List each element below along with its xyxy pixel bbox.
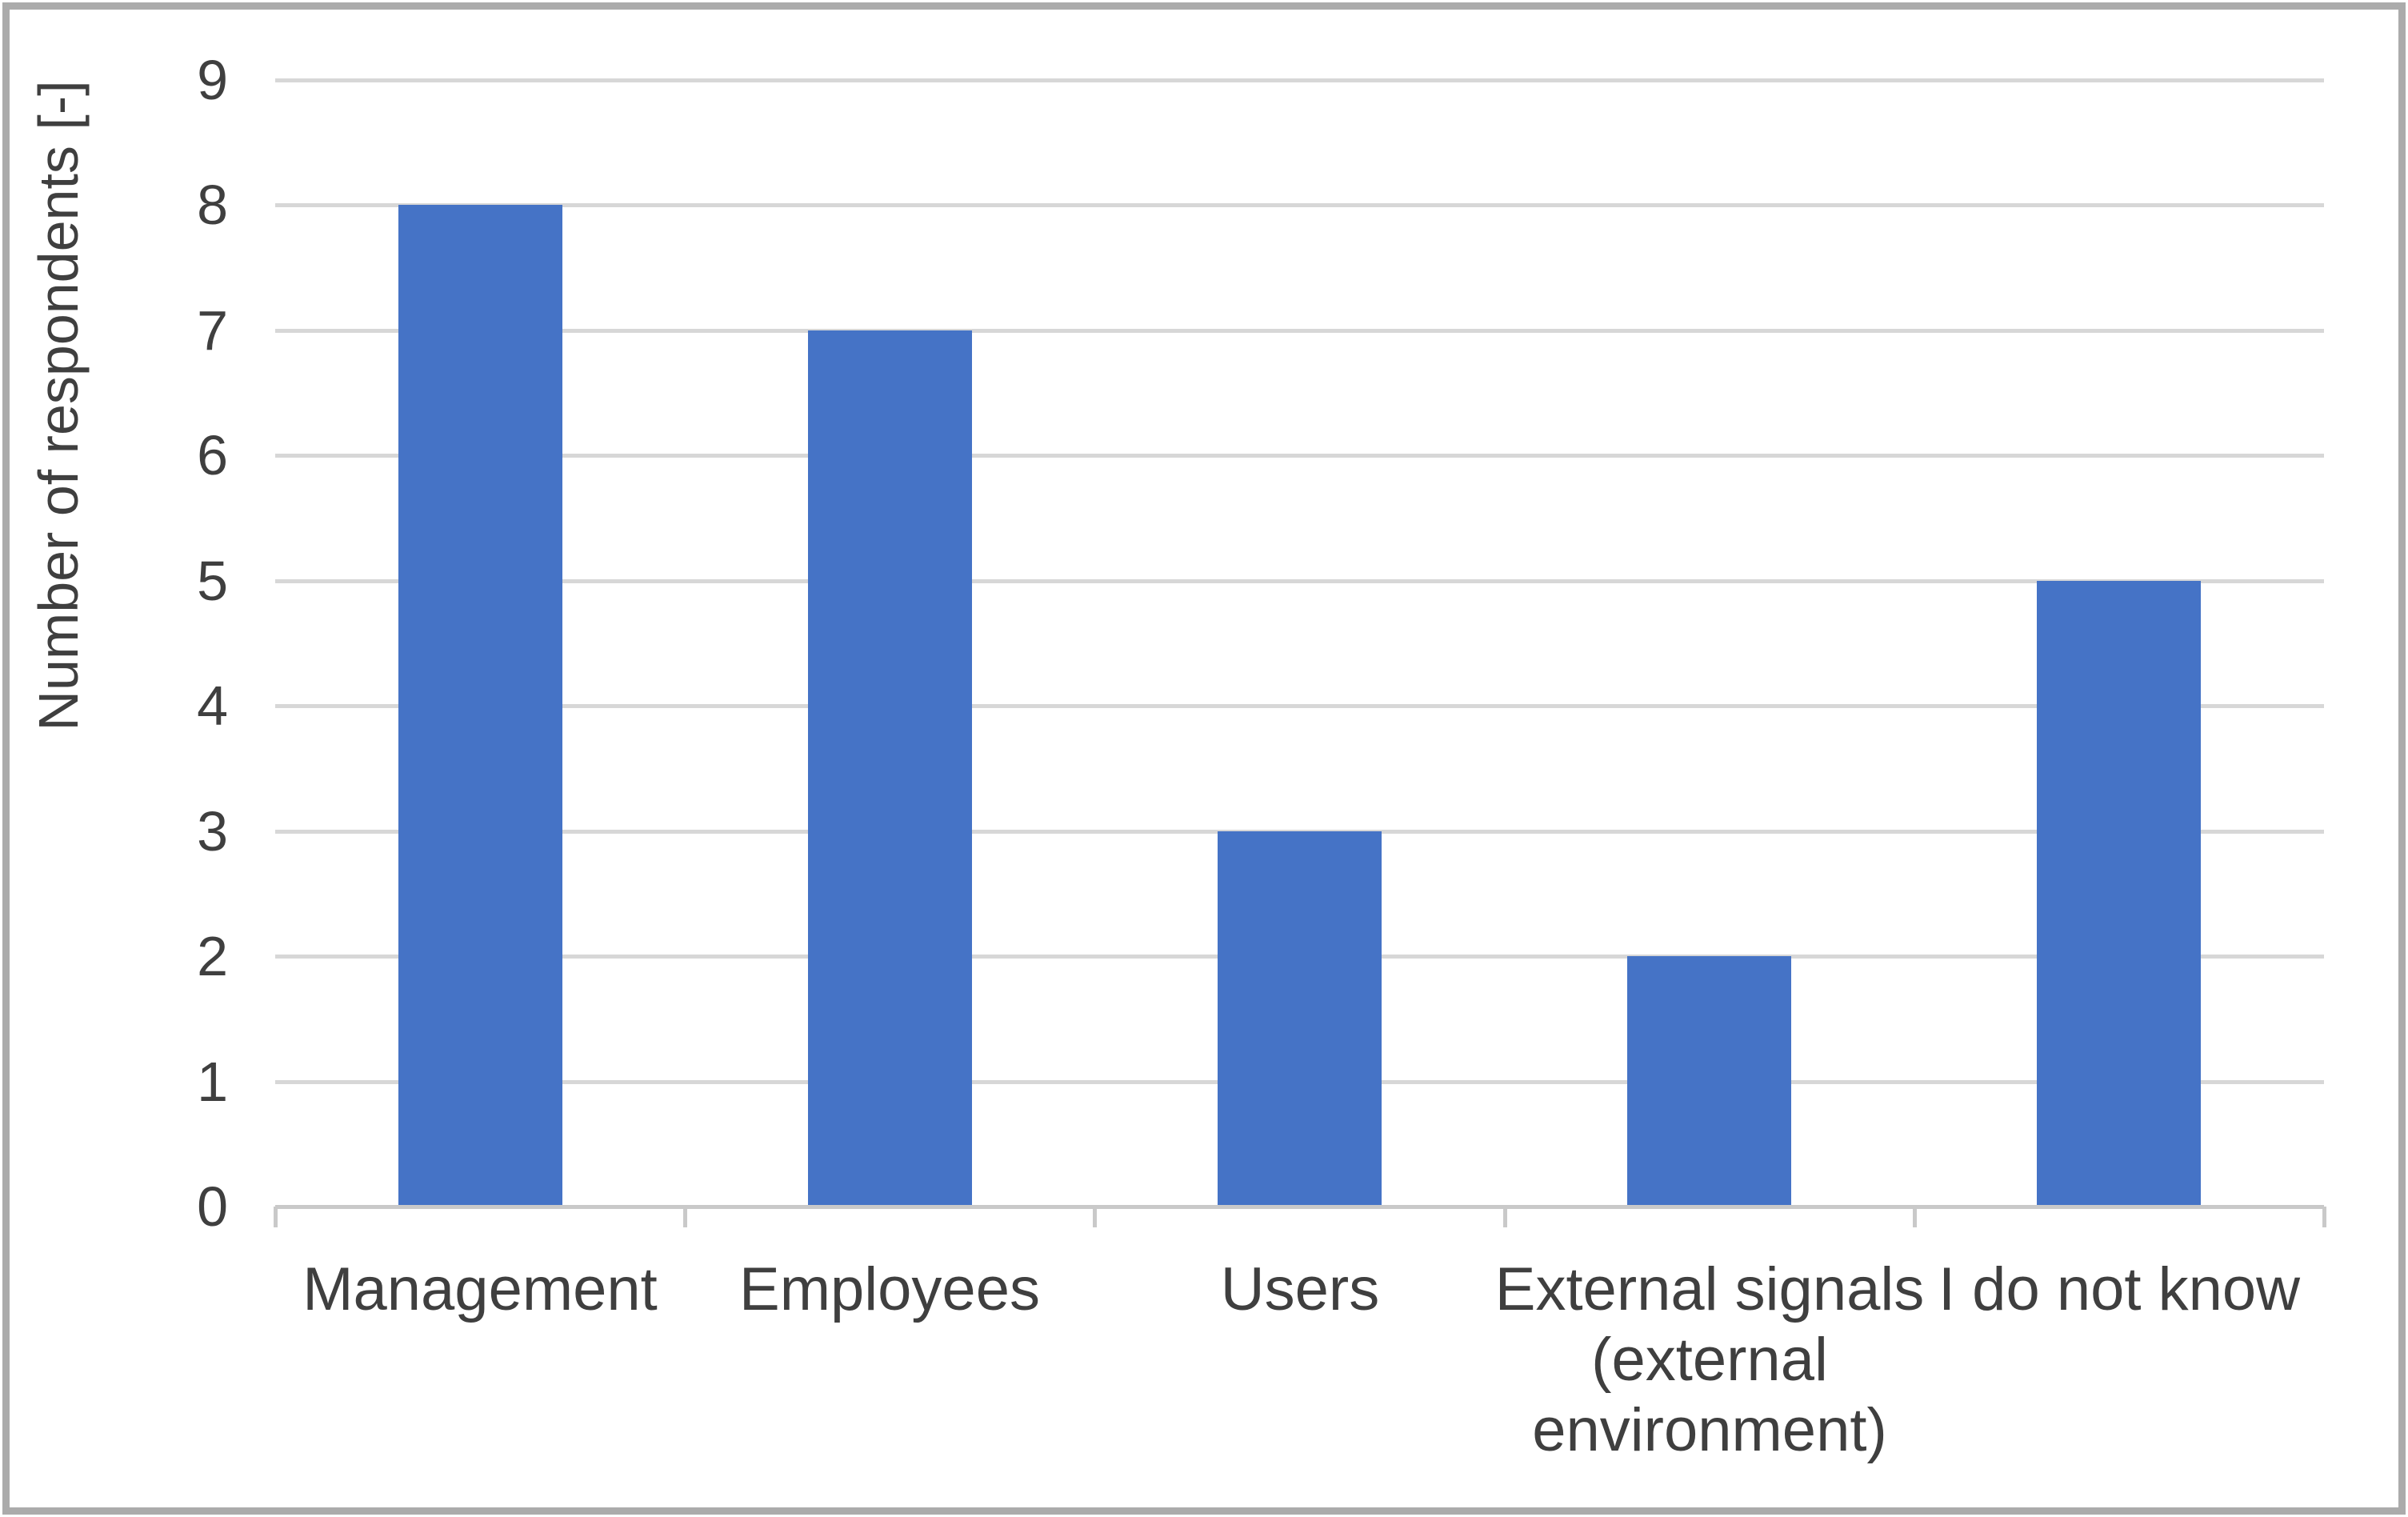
y-tick-label-7: 7 (197, 299, 228, 362)
gridline-y-7 (275, 329, 2324, 333)
y-tick-label-2: 2 (197, 925, 228, 987)
y-tick-label-9: 9 (197, 49, 228, 111)
gridline-y-4 (275, 704, 2324, 708)
x-tick-mark-4 (1913, 1207, 1917, 1227)
bar-users (1218, 831, 1382, 1207)
x-category-label-line: External signals (1494, 1255, 1925, 1323)
x-tick-mark-2 (1093, 1207, 1097, 1227)
x-tick-mark-1 (683, 1207, 687, 1227)
y-tick-label-6: 6 (197, 424, 228, 486)
x-category-label-line: (external (1591, 1326, 1828, 1394)
bar-management (398, 205, 562, 1207)
x-axis-line (275, 1205, 2324, 1209)
x-category-label-employees: Employees (666, 1255, 1114, 1325)
x-category-label-management: Management (256, 1255, 704, 1325)
x-category-label-line: Employees (739, 1255, 1040, 1323)
y-tick-label-4: 4 (197, 674, 228, 737)
x-category-label-external-signals-external-environment: External signals (external environment) (1486, 1255, 1934, 1466)
x-category-label-line: I do not know (1938, 1255, 2301, 1323)
y-tick-label-5: 5 (197, 550, 228, 612)
x-tick-mark-5 (2322, 1207, 2326, 1227)
gridline-y-5 (275, 579, 2324, 583)
x-category-label-line: environment) (1532, 1396, 1887, 1464)
y-tick-label-0: 0 (197, 1175, 228, 1238)
bar-external-signals-external-environment (1627, 956, 1791, 1207)
bar-i-do-not-know (2037, 581, 2201, 1207)
gridline-y-8 (275, 203, 2324, 207)
x-tick-mark-3 (1503, 1207, 1507, 1227)
x-category-label-line: Users (1220, 1255, 1380, 1323)
gridline-y-6 (275, 454, 2324, 458)
x-category-label-users: Users (1076, 1255, 1524, 1325)
x-category-label-line: Management (302, 1255, 658, 1323)
y-tick-label-8: 8 (197, 174, 228, 236)
x-category-label-i-do-not-know: I do not know (1895, 1255, 2343, 1325)
y-tick-label-1: 1 (197, 1051, 228, 1113)
gridline-y-9 (275, 78, 2324, 82)
y-tick-label-3: 3 (197, 800, 228, 863)
x-tick-mark-0 (274, 1207, 278, 1227)
bar-employees (808, 330, 972, 1207)
